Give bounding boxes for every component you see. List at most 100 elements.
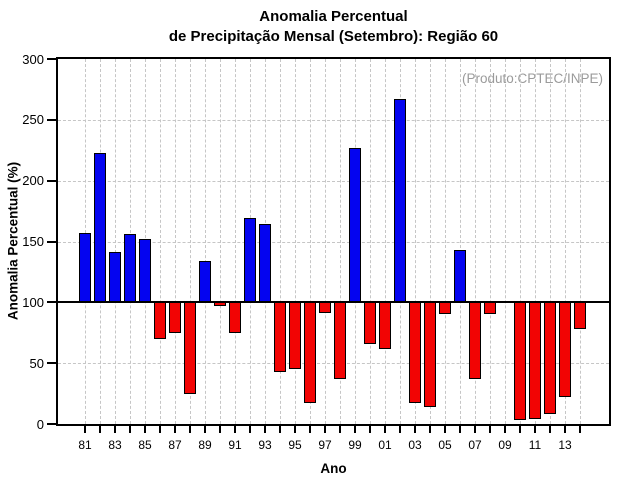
x-tick-label: 95 — [288, 438, 302, 452]
x-tick — [264, 426, 266, 433]
plot-area: (Produto:CPTEC/INPE) — [56, 57, 611, 426]
bar-99 — [349, 147, 361, 303]
bar-92 — [244, 218, 256, 303]
x-tick — [549, 426, 551, 433]
x-tick — [129, 426, 131, 433]
gridline-horizontal — [58, 363, 609, 365]
x-tick-label: 89 — [198, 438, 212, 452]
x-tick — [579, 426, 581, 433]
bar-13 — [559, 302, 571, 398]
x-tick — [354, 426, 356, 433]
x-tick — [384, 426, 386, 433]
x-tick — [414, 426, 416, 433]
chart-title: Anomalia Percentual de Precipitação Mens… — [56, 7, 611, 47]
x-tick-label: 99 — [348, 438, 362, 452]
bar-00 — [364, 302, 376, 344]
x-tick — [309, 426, 311, 433]
x-tick — [534, 426, 536, 433]
x-tick — [294, 426, 296, 433]
y-tick — [47, 179, 56, 182]
bar-83 — [109, 252, 121, 303]
bar-84 — [124, 234, 136, 303]
bar-05 — [439, 302, 451, 315]
x-tick — [564, 426, 566, 433]
x-tick — [429, 426, 431, 433]
x-tick — [84, 426, 86, 433]
x-tick-label: 83 — [108, 438, 122, 452]
y-tick-label: 150 — [22, 234, 44, 249]
x-tick — [369, 426, 371, 433]
product-watermark: (Produto:CPTEC/INPE) — [461, 71, 603, 86]
y-tick — [47, 58, 56, 60]
bar-82 — [94, 152, 106, 303]
bar-91 — [229, 302, 241, 333]
y-tick-label: 100 — [22, 294, 44, 310]
x-axis-title: Ano — [320, 461, 347, 476]
x-tick-label: 09 — [498, 438, 512, 452]
x-tick — [144, 426, 146, 433]
x-tick — [444, 426, 446, 433]
x-tick-label: 97 — [318, 438, 332, 452]
bar-02 — [394, 99, 406, 303]
bar-86 — [154, 302, 166, 339]
y-tick-label: 200 — [22, 173, 44, 189]
x-tick — [489, 426, 491, 433]
baseline-100 — [58, 301, 609, 304]
x-tick — [234, 426, 236, 433]
x-tick — [339, 426, 341, 433]
y-tick — [47, 301, 56, 304]
y-tick-label: 0 — [36, 416, 44, 432]
bar-98 — [334, 302, 346, 379]
bar-14 — [574, 302, 586, 330]
y-tick-label: 300 — [22, 51, 44, 67]
x-tick — [324, 426, 326, 433]
bar-01 — [379, 302, 391, 349]
bar-06 — [454, 250, 466, 303]
y-tick — [47, 362, 56, 365]
x-tick — [519, 426, 521, 433]
chart-title-line1: Anomalia Percentual — [259, 8, 408, 25]
bar-10 — [514, 302, 526, 421]
x-tick-label: 07 — [468, 438, 482, 452]
bar-93 — [259, 224, 271, 303]
y-tick — [47, 423, 56, 425]
bar-08 — [484, 302, 496, 315]
x-tick-label: 03 — [408, 438, 422, 452]
bar-85 — [139, 239, 151, 303]
x-tick-label: 91 — [228, 438, 242, 452]
x-tick — [459, 426, 461, 433]
x-tick-label: 87 — [168, 438, 182, 452]
chart-title-line2: de Precipitação Mensal (Setembro): Regiã… — [168, 28, 499, 45]
bar-95 — [289, 302, 301, 370]
y-tick — [47, 240, 56, 243]
x-tick — [159, 426, 161, 433]
x-tick-label: 85 — [138, 438, 152, 452]
bar-11 — [529, 302, 541, 420]
bar-88 — [184, 302, 196, 394]
bar-81 — [79, 232, 91, 303]
gridline-horizontal — [58, 180, 609, 182]
gridline-horizontal — [58, 119, 609, 121]
x-tick — [279, 426, 281, 433]
x-tick-label: 13 — [558, 438, 572, 452]
bar-97 — [319, 302, 331, 314]
x-tick-label: 11 — [528, 438, 542, 452]
x-tick — [249, 426, 251, 433]
bar-04 — [424, 302, 436, 407]
y-tick-label: 250 — [22, 112, 44, 128]
x-tick — [399, 426, 401, 433]
bar-12 — [544, 302, 556, 415]
x-tick — [99, 426, 101, 433]
bar-94 — [274, 302, 286, 372]
bar-03 — [409, 302, 421, 404]
y-tick-label: 50 — [29, 355, 44, 371]
x-tick — [114, 426, 116, 433]
x-tick — [474, 426, 476, 433]
bar-07 — [469, 302, 481, 379]
x-tick — [189, 426, 191, 433]
x-tick-label: 05 — [438, 438, 452, 452]
x-tick — [174, 426, 176, 433]
x-tick-label: 01 — [378, 438, 392, 452]
x-tick — [219, 426, 221, 433]
y-tick — [47, 118, 56, 121]
